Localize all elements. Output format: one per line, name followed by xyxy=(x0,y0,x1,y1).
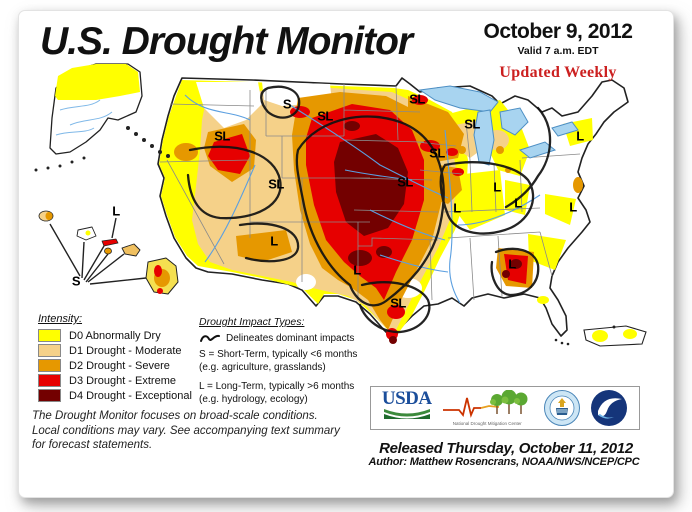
conus-map xyxy=(157,77,629,346)
squiggle-icon xyxy=(200,334,220,342)
legend-swatch-d4 xyxy=(38,389,61,402)
legend-swatch-d2 xyxy=(38,359,61,372)
disclaimer-text: The Drought Monitor focuses on broad-sca… xyxy=(32,409,362,453)
ndmc-logo-icon xyxy=(443,390,528,418)
legend-title: Intensity: xyxy=(38,313,83,325)
noaa-logo-icon xyxy=(591,390,628,426)
usda-logo-text: USDA xyxy=(381,387,432,409)
legend-swatch-d1 xyxy=(38,344,61,357)
state-borders xyxy=(159,84,581,301)
released-date: Released Thursday, October 11, 2012 xyxy=(379,440,633,457)
drought-impact-types: Drought Impact Types: Delineates dominan… xyxy=(199,316,369,407)
disclaimer-line-1: The Drought Monitor focuses on broad-sca… xyxy=(32,410,318,422)
legend-label-d2: D2 Drought - Severe xyxy=(69,359,170,372)
legend-label-d3: D3 Drought - Extreme xyxy=(69,374,176,387)
impact-outlines xyxy=(186,85,552,334)
agency-logo-box: USDA National Drought Mitigation xyxy=(370,386,640,430)
map-date: October 9, 2012 xyxy=(483,20,633,43)
hawaii-inset xyxy=(38,210,179,295)
valid-time: Valid 7 a.m. EDT xyxy=(517,45,599,57)
disclaimer-line-3: for forecast statements. xyxy=(32,439,153,452)
author-credit: Author: Matthew Rosencrans, NOAA/NWS/NCE… xyxy=(368,456,640,468)
legend-swatch-d0 xyxy=(38,329,61,342)
puerto-rico-inset xyxy=(583,325,647,347)
page-title: U.S. Drought Monitor xyxy=(40,20,413,63)
legend-row-d1: D1 Drought - Moderate xyxy=(38,343,198,358)
long-term-text: L = Long-Term, typically >6 months xyxy=(199,381,355,392)
legend-swatch-d3 xyxy=(38,374,61,387)
legend-label-d4: D4 Drought - Exceptional xyxy=(69,389,192,402)
great-lakes xyxy=(418,85,579,166)
legend-row-d0: D0 Abnormally Dry xyxy=(38,328,198,343)
legend-row-d2: D2 Drought - Severe xyxy=(38,358,198,373)
date-block: October 9, 2012 Valid 7 a.m. EDT Updated… xyxy=(458,20,658,82)
alaska-inset xyxy=(34,63,170,172)
delineates-text: Delineates dominant impacts xyxy=(226,332,355,344)
usda-logo: USDA xyxy=(381,387,432,425)
legend-row-d3: D3 Drought - Extreme xyxy=(38,373,198,388)
usda-swoosh-icon xyxy=(383,409,430,420)
short-term-example: (e.g. agriculture, grasslands) xyxy=(199,362,326,373)
disclaimer-line-2: Local conditions may vary. See accompany… xyxy=(32,424,340,437)
legend-label-d1: D1 Drought - Moderate xyxy=(69,344,182,357)
intensity-legend: Intensity: D0 Abnormally Dry D1 Drought … xyxy=(38,313,198,403)
impact-types-title: Drought Impact Types: xyxy=(199,316,305,328)
updated-weekly: Updated Weekly xyxy=(499,64,617,81)
ndmc-logo: National Drought Mitigation Center xyxy=(441,390,533,426)
rivers xyxy=(184,94,541,304)
legend-label-d0: D0 Abnormally Dry xyxy=(69,329,161,342)
commerce-seal-icon xyxy=(543,390,580,426)
legend-row-d4: D4 Drought - Exceptional xyxy=(38,388,198,403)
short-term-text: S = Short-Term, typically <6 months xyxy=(199,349,358,360)
long-term-example: (e.g. hydrology, ecology) xyxy=(199,394,308,405)
ndmc-logo-caption: National Drought Mitigation Center xyxy=(452,421,522,426)
